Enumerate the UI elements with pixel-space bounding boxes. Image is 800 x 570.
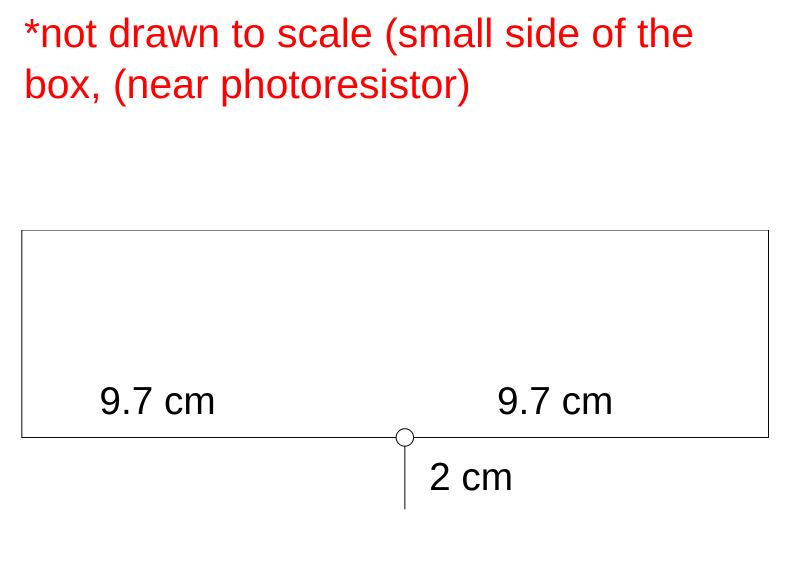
diagram-svg: 9.7 cm 9.7 cm 2 cm	[10, 230, 790, 550]
dim-right-label: 9.7 cm	[497, 380, 613, 423]
scale-note: *not drawn to scale (small side of the b…	[24, 8, 770, 111]
photoresistor-hole	[396, 429, 413, 446]
box-diagram: 9.7 cm 9.7 cm 2 cm	[10, 230, 790, 550]
dim-bottom-label: 2 cm	[429, 456, 513, 499]
dim-left-label: 9.7 cm	[99, 380, 215, 423]
